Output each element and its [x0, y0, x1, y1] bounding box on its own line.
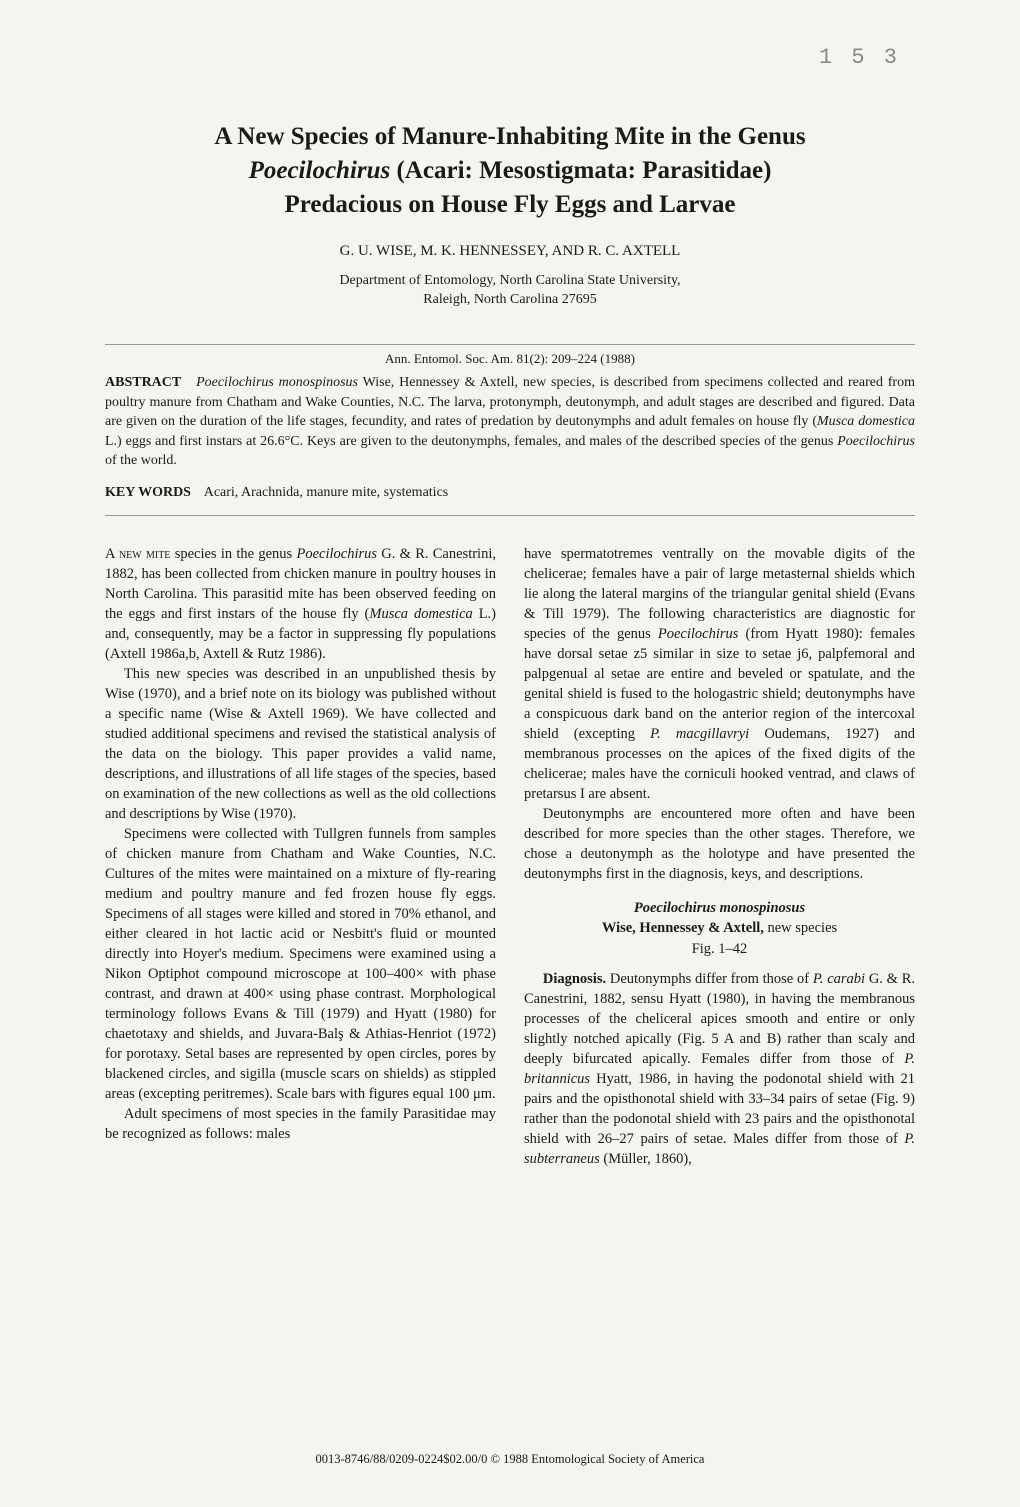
- abstract-text-6: of the world.: [105, 453, 177, 468]
- abstract-species-2: Musca domestica: [817, 414, 915, 429]
- paper-page: 1 5 3 A New Species of Manure-Inhabiting…: [0, 0, 1020, 1507]
- affiliation-line-1: Department of Entomology, North Carolina…: [339, 273, 680, 288]
- diag-1: Deutonymphs differ from those of: [606, 971, 813, 987]
- col1-paragraph-4: Adult specimens of most species in the f…: [105, 1104, 496, 1144]
- title-line-1: A New Species of Manure-Inhabiting Mite …: [214, 123, 805, 150]
- species-new: new species: [764, 920, 837, 936]
- rule-above-citation: [105, 344, 915, 345]
- handwritten-page-number: 1 5 3: [819, 45, 900, 70]
- species-heading: Poecilochirus monospinosus Wise, Henness…: [524, 898, 915, 959]
- column-left: A new mite species in the genus Poeciloc…: [105, 544, 496, 1169]
- abstract: ABSTRACT Poecilochirus monospinosus Wise…: [105, 373, 915, 471]
- title-genus-italic: Poecilochirus: [249, 157, 391, 184]
- col1-p1-genus: Poecilochirus: [296, 546, 377, 562]
- column-right: have spermatotremes ventrally on the mov…: [524, 544, 915, 1169]
- abstract-species-1: Poecilochirus monospinosus: [196, 375, 358, 390]
- keywords-label: KEY WORDS: [105, 485, 191, 500]
- col1-p1-species: Musca domestica: [369, 606, 472, 622]
- col2-paragraph-2: Deutonymphs are encountered more often a…: [524, 804, 915, 884]
- abstract-text-4: L.) eggs and first instars at 26.6°C. Ke…: [105, 434, 837, 449]
- abstract-genus: Poecilochirus: [837, 434, 915, 449]
- title-line-3: Predacious on House Fly Eggs and Larvae: [285, 191, 736, 218]
- col2-p1-genus: Poecilochirus: [658, 626, 739, 642]
- diag-7: (Müller, 1860),: [600, 1151, 692, 1167]
- affiliation: Department of Entomology, North Carolina…: [95, 272, 925, 310]
- col1-p1-b: species in the genus: [170, 546, 296, 562]
- title-line-2-rest: (Acari: Mesostigmata: Parasitidae): [390, 157, 771, 184]
- authors-line: G. U. WISE, M. K. HENNESSEY, AND R. C. A…: [95, 243, 925, 260]
- col1-paragraph-3: Specimens were collected with Tullgren f…: [105, 824, 496, 1104]
- diag-species-1: P. carabi: [813, 971, 865, 987]
- journal-citation: Ann. Entomol. Soc. Am. 81(2): 209–224 (1…: [95, 351, 925, 367]
- keywords-text: Acari, Arachnida, manure mite, systemati…: [204, 485, 449, 500]
- col2-p1-c: (from Hyatt 1980): females have dorsal s…: [524, 626, 915, 742]
- abstract-label: ABSTRACT: [105, 375, 181, 390]
- col2-diagnosis: Diagnosis. Deutonymphs differ from those…: [524, 969, 915, 1169]
- page-footer: 0013-8746/88/0209-0224$02.00/0 © 1988 En…: [0, 1452, 1020, 1467]
- paper-title: A New Species of Manure-Inhabiting Mite …: [115, 120, 905, 221]
- affiliation-line-2: Raleigh, North Carolina 27695: [423, 292, 596, 307]
- species-figure-range: Fig. 1–42: [692, 941, 748, 957]
- keywords: KEY WORDS Acari, Arachnida, manure mite,…: [105, 485, 915, 501]
- col2-p1-species: P. macgillavryi: [650, 726, 749, 742]
- col1-paragraph-1: A new mite species in the genus Poeciloc…: [105, 544, 496, 664]
- diagnosis-label: Diagnosis.: [543, 971, 606, 987]
- body-columns: A new mite species in the genus Poeciloc…: [105, 544, 915, 1169]
- col2-paragraph-1: have spermatotremes ventrally on the mov…: [524, 544, 915, 804]
- species-name: Poecilochirus monospinosus: [634, 900, 805, 916]
- col1-paragraph-2: This new species was described in an unp…: [105, 664, 496, 824]
- rule-below-keywords: [105, 515, 915, 516]
- col1-p1-smallcaps: A new mite: [105, 546, 170, 562]
- species-authority: Wise, Hennessey & Axtell,: [602, 920, 764, 936]
